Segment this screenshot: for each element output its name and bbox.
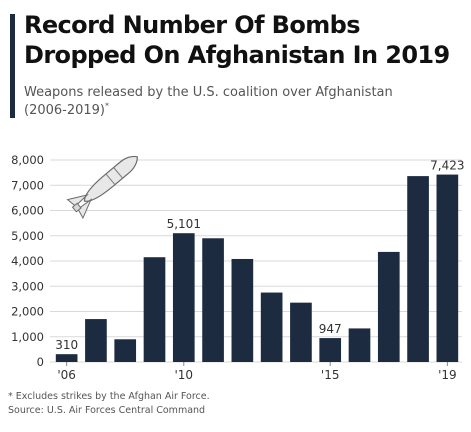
bar-2006 <box>55 354 78 362</box>
bars <box>55 174 459 362</box>
footnote-marker: * <box>105 101 110 111</box>
x-axis-ticks: '06 '10 '15 '19 <box>57 362 457 382</box>
data-labels: 310 5,101 947 7,423 <box>55 159 464 353</box>
data-label: 310 <box>55 338 78 352</box>
chart-subtitle-line-2: (2006-2019) <box>24 103 106 118</box>
bar-2009 <box>143 257 166 362</box>
source-note: Source: U.S. Air Forces Central Command <box>8 405 206 416</box>
gridlines <box>50 159 462 363</box>
x-tick-label: '10 <box>174 368 193 382</box>
x-tick-label: '15 <box>321 368 340 382</box>
data-label: 947 <box>319 322 342 336</box>
bar-2015 <box>319 338 342 362</box>
bomb-icon <box>66 155 138 220</box>
bar-2007 <box>85 319 107 362</box>
chart-subtitle: Weapons released by the U.S. coalition o… <box>24 84 464 120</box>
bar-2016 <box>348 328 371 362</box>
bar-2013 <box>260 292 283 362</box>
y-axis-ticks: 0 1,000 2,000 3,000 4,000 5,000 6,000 7,000 8,00… <box>11 153 44 369</box>
footnote: * Excludes strikes by the Afghan Air For… <box>8 391 210 402</box>
data-label: 7,423 <box>430 159 464 173</box>
y-tick-label: 8,000 <box>11 153 44 167</box>
bar-2012 <box>231 258 254 362</box>
bar-2018 <box>407 176 429 362</box>
x-tick-label: '19 <box>438 368 457 382</box>
bar-2019 <box>436 174 459 362</box>
chart-title: Record Number Of Bombs Dropped On Afghan… <box>24 10 464 70</box>
chart-subtitle-line-1: Weapons released by the U.S. coalition o… <box>24 85 393 100</box>
bar-2008 <box>114 339 137 362</box>
y-tick-label: 1,000 <box>11 330 44 344</box>
y-tick-label: 0 <box>37 355 44 369</box>
bar-2011 <box>202 238 224 362</box>
data-label: 5,101 <box>167 217 201 231</box>
x-tick-label: '06 <box>57 368 76 382</box>
chart-title-line-2: Dropped On Afghanistan In 2019 <box>24 41 450 69</box>
y-tick-label: 2,000 <box>11 305 44 319</box>
bar-chart: 0 1,000 2,000 3,000 4,000 5,000 6,000 7,000 8,00… <box>11 153 464 382</box>
y-tick-label: 3,000 <box>11 279 44 293</box>
title-accent-bar <box>10 14 15 118</box>
y-tick-label: 7,000 <box>11 178 44 192</box>
y-tick-label: 6,000 <box>11 204 44 218</box>
bar-2010 <box>172 233 195 362</box>
y-tick-label: 4,000 <box>11 254 44 268</box>
y-tick-label: 5,000 <box>11 229 44 243</box>
chart-title-line-1: Record Number Of Bombs <box>24 11 361 39</box>
bar-2017 <box>377 251 400 362</box>
bar-2014 <box>290 302 312 362</box>
